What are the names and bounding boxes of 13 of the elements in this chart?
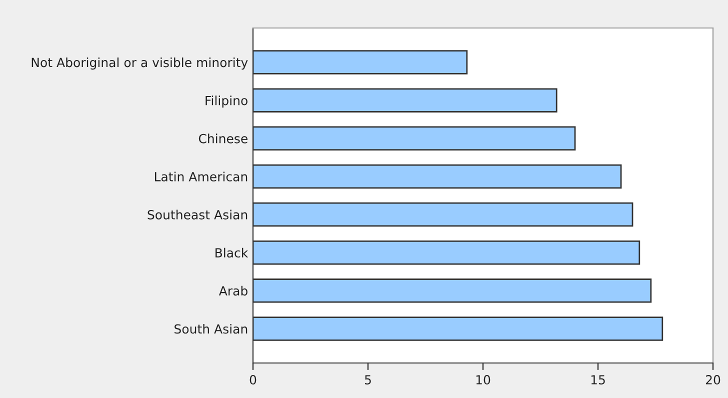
x-tick-label: 10 — [476, 375, 490, 384]
y-tick-label: Filipino — [206, 96, 248, 108]
y-tick-label: Southeast Asian — [148, 210, 248, 220]
y-tick-label: Chinese — [198, 134, 248, 144]
y-tick-label: Black — [216, 248, 248, 258]
y-tick-label: Arab — [218, 286, 248, 296]
x-tick-label: 15 — [591, 375, 605, 384]
x-tick-label: 20 — [706, 375, 720, 384]
y-tick-label: Latin American — [154, 172, 248, 182]
y-tick-label: South Asian — [174, 324, 248, 334]
y-tick-label: Not Aboriginal or a visible minority — [32, 58, 248, 70]
x-tick-label: 5 — [364, 375, 371, 384]
x-tick-label: 0 — [250, 375, 256, 384]
